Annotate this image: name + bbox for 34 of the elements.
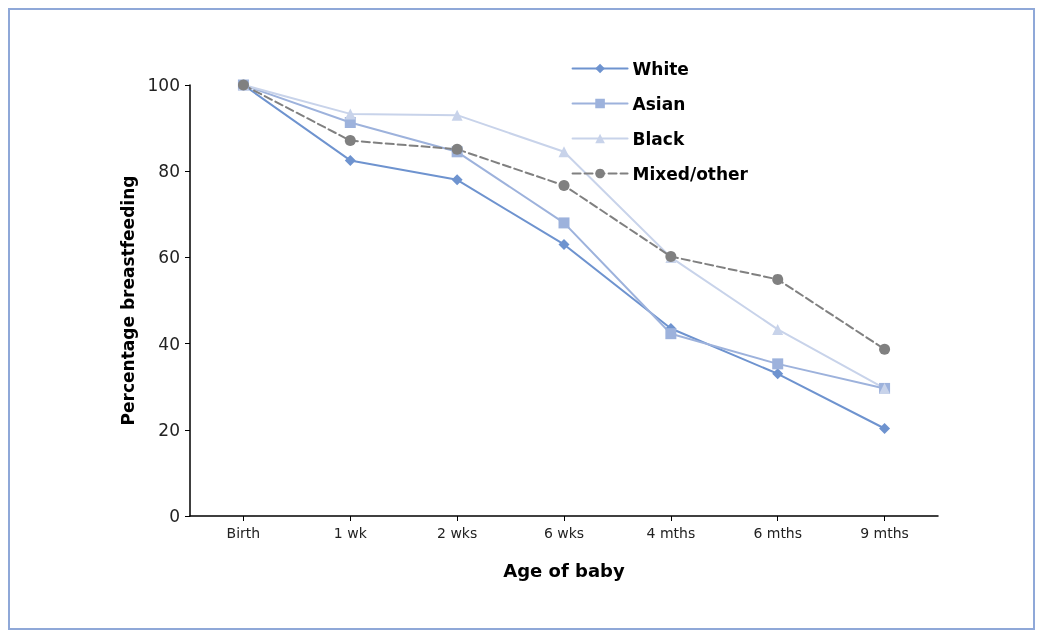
point <box>344 154 356 166</box>
y-tick-label: 40 <box>158 333 180 354</box>
legend-label: Asian <box>632 93 686 114</box>
y-tick-label: 0 <box>169 506 180 526</box>
x-axis-title: Age of baby <box>503 559 625 581</box>
point <box>558 217 570 229</box>
point <box>772 273 784 285</box>
point <box>772 368 784 380</box>
x-tick-label: 6 wks <box>543 525 585 541</box>
y-tick-label: 60 <box>158 247 180 268</box>
point <box>451 174 463 186</box>
x-tick-label: 1 wk <box>333 525 368 541</box>
y-tick-label: 80 <box>158 161 180 182</box>
point <box>344 108 356 120</box>
point <box>451 109 463 121</box>
y-axis-title: Percentage breastfeeding <box>118 175 139 426</box>
legend-label: Black <box>632 128 685 149</box>
point <box>879 423 891 435</box>
point <box>879 343 891 355</box>
point <box>772 323 784 335</box>
point <box>558 238 570 250</box>
y-tick-label: 100 <box>147 75 180 95</box>
point <box>772 358 784 370</box>
x-tick-label: 9 mths <box>860 525 909 541</box>
point <box>558 179 570 191</box>
x-tick-label: 2 wks <box>437 525 478 541</box>
x-tick-label: 6 mths <box>753 525 803 541</box>
point <box>344 135 356 147</box>
point <box>665 328 677 340</box>
legend-label: White <box>632 58 689 79</box>
y-tick-label: 20 <box>158 419 180 440</box>
x-tick-label: Birth <box>226 525 261 541</box>
legend-label: Mixed/other <box>632 163 749 184</box>
x-tick-label: 4 mths <box>646 525 696 541</box>
